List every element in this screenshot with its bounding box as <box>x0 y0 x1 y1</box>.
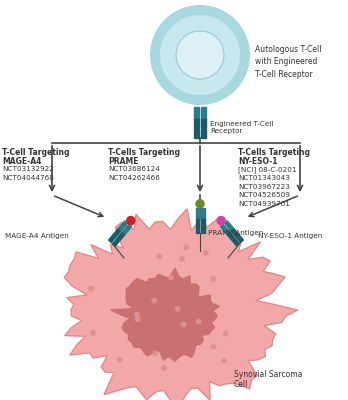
Bar <box>194 107 199 119</box>
Circle shape <box>135 312 139 317</box>
Circle shape <box>223 331 228 336</box>
Circle shape <box>181 322 185 327</box>
Circle shape <box>89 286 93 291</box>
Circle shape <box>150 5 250 105</box>
Polygon shape <box>224 221 234 231</box>
Text: NCT03686124
NCT04262466: NCT03686124 NCT04262466 <box>108 166 160 180</box>
Text: Synovial Sarcoma
Cell: Synovial Sarcoma Cell <box>234 370 302 390</box>
Polygon shape <box>232 238 239 246</box>
Circle shape <box>127 216 135 225</box>
Circle shape <box>153 351 158 356</box>
Circle shape <box>196 200 204 208</box>
Circle shape <box>197 319 201 324</box>
Circle shape <box>162 366 166 370</box>
Polygon shape <box>196 218 199 226</box>
Circle shape <box>211 344 215 349</box>
Text: [NCI] 08-C-0201
NCT01343043
NCT03967223
NCT04526509
NCT04939701: [NCI] 08-C-0201 NCT01343043 NCT03967223 … <box>238 166 296 207</box>
Text: T-Cells Targeting: T-Cells Targeting <box>108 148 180 157</box>
Polygon shape <box>111 268 219 361</box>
Bar <box>201 129 206 138</box>
Bar <box>194 129 199 138</box>
Polygon shape <box>118 221 127 231</box>
Text: NY-ESO-1: NY-ESO-1 <box>238 157 277 166</box>
Circle shape <box>91 331 95 335</box>
Text: PRAME Antigen: PRAME Antigen <box>208 230 263 236</box>
Polygon shape <box>196 226 199 233</box>
Polygon shape <box>201 208 205 218</box>
Polygon shape <box>201 218 205 226</box>
Circle shape <box>217 216 225 225</box>
Text: MAGE-A4: MAGE-A4 <box>2 157 41 166</box>
Text: NCT03132922
NCT04044768: NCT03132922 NCT04044768 <box>2 166 54 180</box>
Circle shape <box>211 277 215 281</box>
Bar <box>201 119 206 128</box>
Polygon shape <box>113 229 120 237</box>
Polygon shape <box>64 209 298 400</box>
Text: Autologous T-Cell
with Engineered
T-Cell Receptor: Autologous T-Cell with Engineered T-Cell… <box>255 45 322 79</box>
Text: NY-ESO-1 Antigen: NY-ESO-1 Antigen <box>258 233 322 239</box>
Circle shape <box>222 358 226 363</box>
Circle shape <box>169 275 173 280</box>
Bar <box>201 107 206 119</box>
Polygon shape <box>231 229 239 237</box>
Circle shape <box>160 15 240 95</box>
Polygon shape <box>109 234 116 242</box>
Polygon shape <box>236 234 244 242</box>
Circle shape <box>152 298 157 303</box>
Polygon shape <box>227 232 235 240</box>
Circle shape <box>176 31 224 79</box>
Polygon shape <box>122 224 132 235</box>
Circle shape <box>118 358 122 362</box>
Text: PRAME: PRAME <box>108 157 139 166</box>
Polygon shape <box>113 238 120 246</box>
Text: T-Cells Targeting: T-Cells Targeting <box>238 148 310 157</box>
Polygon shape <box>201 226 205 233</box>
Text: Engineered T-Cell
Receptor: Engineered T-Cell Receptor <box>210 121 274 134</box>
Circle shape <box>184 245 188 250</box>
Circle shape <box>175 307 180 311</box>
Circle shape <box>157 254 161 259</box>
Polygon shape <box>196 208 199 218</box>
Text: T-Cell Targeting: T-Cell Targeting <box>2 148 70 157</box>
Circle shape <box>204 250 208 255</box>
Circle shape <box>180 257 184 261</box>
Circle shape <box>135 317 140 322</box>
Text: MAGE-A4 Antigen: MAGE-A4 Antigen <box>5 233 69 239</box>
Bar <box>194 119 199 128</box>
Polygon shape <box>117 232 125 240</box>
Polygon shape <box>220 224 230 235</box>
